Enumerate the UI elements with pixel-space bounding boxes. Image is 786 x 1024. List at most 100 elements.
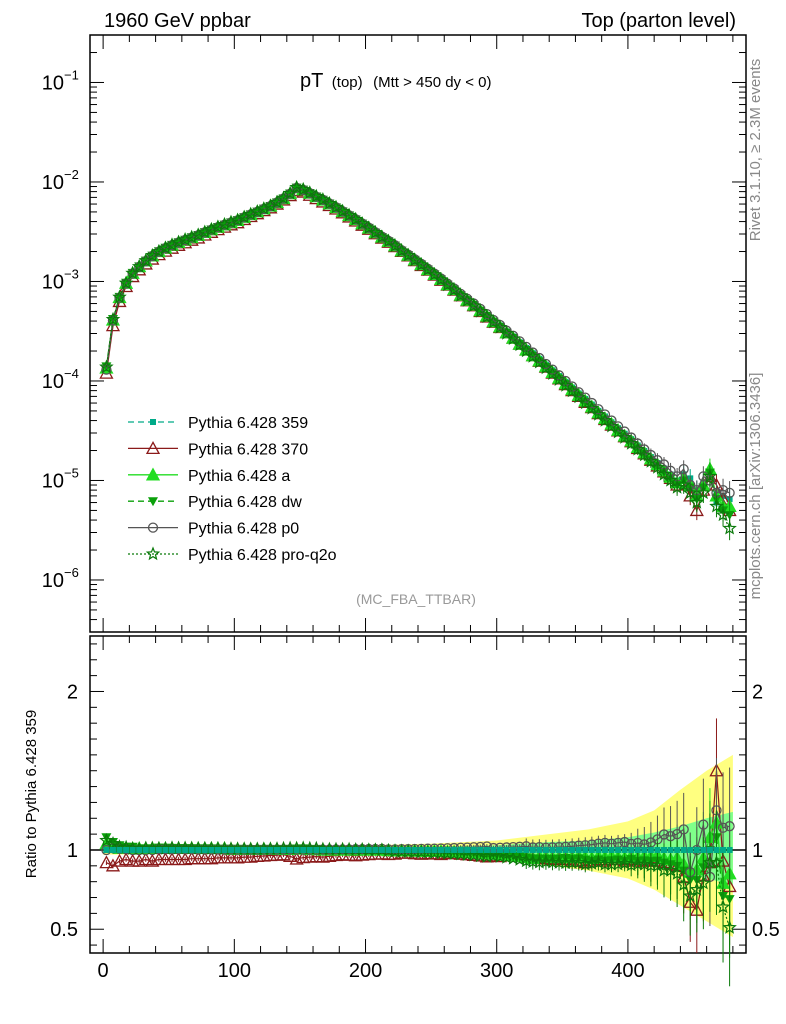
data-point — [341, 207, 357, 222]
ratio-point — [582, 846, 589, 853]
data-point — [269, 194, 285, 209]
data-point — [492, 319, 508, 334]
ratio-point — [437, 846, 444, 853]
data-point — [414, 257, 429, 272]
data-point — [591, 406, 606, 421]
legend-item: Pythia 6.428 dw — [128, 494, 302, 511]
data-point — [717, 484, 729, 496]
ratio-point — [149, 846, 156, 853]
top-frame — [89, 34, 747, 633]
data-point — [623, 435, 639, 450]
ratio-point — [505, 850, 521, 865]
ratio-point — [724, 821, 735, 832]
data-point — [105, 311, 121, 326]
data-point — [610, 424, 626, 439]
data-point — [512, 337, 527, 352]
data-point — [630, 441, 646, 456]
y-tick-label: 10 — [42, 570, 64, 592]
data-point — [682, 485, 698, 500]
ratio-point — [169, 846, 175, 853]
ratio-point — [608, 846, 615, 853]
ratio-point — [575, 846, 582, 853]
ratio-frame — [89, 635, 747, 954]
ratio-point — [234, 846, 241, 853]
ratio-point — [138, 852, 153, 866]
ratio-point — [562, 846, 569, 853]
x-tick-label: 0 — [98, 960, 109, 982]
ratio-y-label: Ratio to Pythia 6.428 359 — [23, 710, 40, 878]
ratio-point — [273, 846, 280, 853]
ratio-series — [99, 718, 737, 987]
data-point — [534, 352, 545, 364]
ratio-y-tick-label-right: 0.5 — [752, 919, 780, 941]
data-point — [656, 466, 672, 481]
ratio-point — [319, 846, 326, 853]
data-point — [223, 214, 239, 229]
data-point — [599, 409, 611, 420]
ratio-point — [287, 846, 294, 853]
ratio-point — [479, 849, 495, 863]
header-right: Top (parton level) — [581, 10, 736, 32]
data-point — [532, 354, 547, 369]
data-point — [676, 477, 691, 492]
data-point — [606, 415, 617, 426]
ratio-point — [486, 848, 501, 863]
ratio-point — [516, 846, 523, 853]
ratio-point — [103, 846, 110, 853]
y-tick-label: 10 — [42, 470, 64, 492]
ratio-point — [663, 862, 678, 877]
legend-item: Pythia 6.428 370 — [128, 441, 308, 458]
ratio-point — [424, 846, 431, 853]
legend-marker — [150, 419, 156, 425]
data-point — [558, 377, 573, 392]
ratio-point — [588, 846, 595, 853]
ratio-point — [352, 846, 359, 853]
data-point — [597, 412, 613, 427]
ratio-point — [676, 877, 691, 892]
ratio-point — [473, 848, 488, 863]
ratio-point — [720, 846, 727, 853]
data-point — [302, 185, 318, 200]
legend-item: Pythia 6.428 p0 — [128, 521, 299, 538]
ratio-point — [634, 846, 641, 853]
ratio-point — [497, 846, 503, 853]
ratio-point — [569, 846, 576, 853]
ratio-point — [647, 846, 654, 853]
ratio-point — [346, 846, 353, 853]
data-point — [505, 331, 521, 346]
ratio-point — [591, 855, 606, 869]
ratio-point — [601, 846, 608, 853]
ratio-point — [221, 846, 228, 853]
ratio-point — [483, 846, 490, 853]
legend-label: Pythia 6.428 359 — [188, 415, 308, 432]
ratio-point — [623, 857, 639, 872]
ratio-point — [717, 822, 729, 833]
ratio-point — [687, 846, 694, 853]
ratio-point — [451, 846, 458, 853]
ratio-point — [621, 846, 628, 853]
legend-marker — [145, 441, 161, 455]
ratio-point — [722, 919, 737, 934]
ratio-point — [123, 846, 130, 853]
data-point — [278, 193, 289, 204]
ratio-point — [411, 846, 418, 853]
ratio-point — [706, 846, 713, 853]
ratio-point — [228, 846, 235, 853]
ratio-point — [619, 836, 630, 848]
ratio-y-tick-label-right: 1 — [752, 840, 763, 862]
data-point — [525, 348, 541, 363]
ratio-point — [499, 849, 514, 864]
ratio-point — [680, 846, 687, 853]
data-point — [564, 383, 580, 398]
legend-label: Pythia 6.428 370 — [188, 441, 308, 458]
data-point — [453, 288, 468, 302]
data-point — [637, 447, 652, 462]
header-left: 1960 GeV ppbar — [104, 10, 251, 32]
ratio-point — [99, 855, 114, 869]
data-point — [446, 282, 462, 297]
data-point — [499, 325, 514, 340]
ratio-point — [444, 846, 451, 853]
data-point — [112, 289, 127, 304]
ratio-point — [709, 855, 724, 869]
data-point — [486, 314, 501, 329]
